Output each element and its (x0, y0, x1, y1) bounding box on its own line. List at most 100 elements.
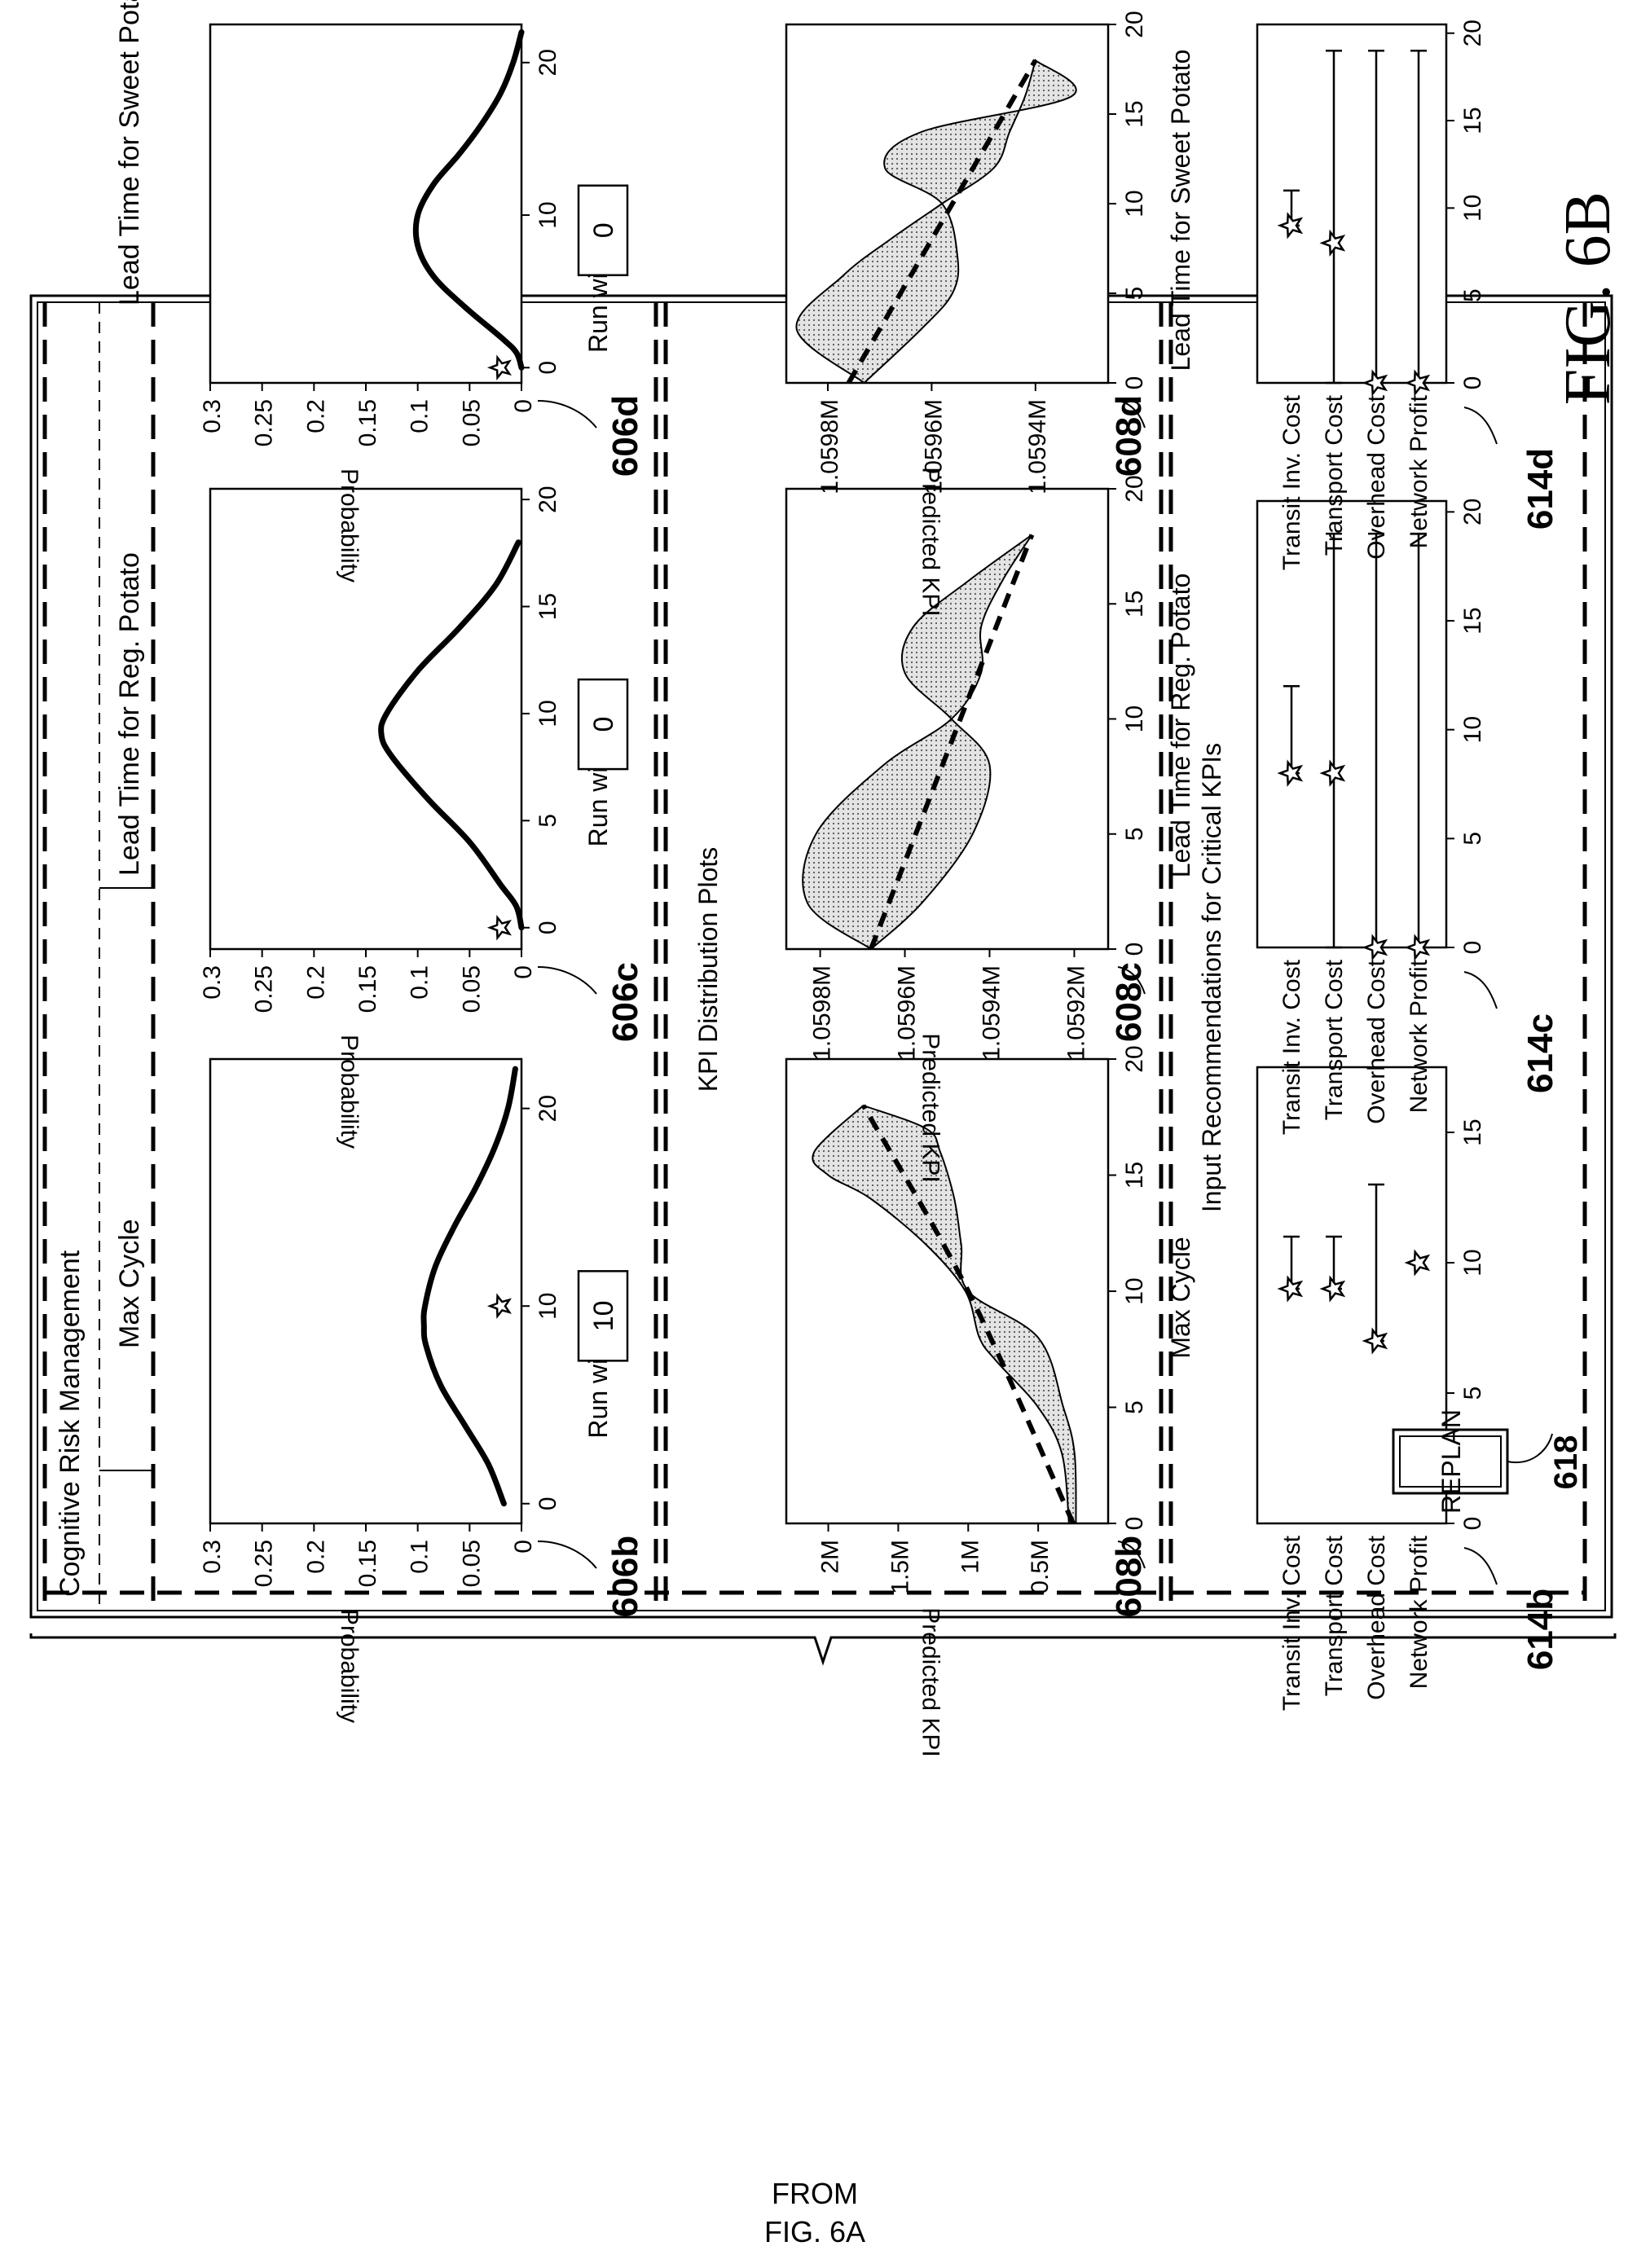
y-tick-label: 0.2 (302, 965, 329, 1000)
replan-ref-leader (1507, 1433, 1553, 1464)
x-tick-label: 0 (1121, 943, 1148, 956)
run-with-value: 0 (588, 222, 619, 238)
y-tick-label: 0.25 (251, 399, 278, 446)
kpi-row-label: Network Profit (1406, 1535, 1432, 1689)
x-tick-label: 0 (535, 921, 561, 934)
plot-frame (209, 1057, 523, 1525)
plot-frame (209, 487, 523, 951)
y-tick-label: 0.3 (199, 965, 226, 1000)
x-tick-label: 20 (535, 49, 561, 76)
x-tick-label: 0 (535, 361, 561, 375)
predicted-trend-line (846, 59, 1038, 385)
recommendation-star (1362, 1327, 1388, 1355)
y-tick-label: 0.1 (407, 399, 433, 433)
x-tick-label: 20 (1121, 1045, 1148, 1072)
y-tick-label: 0.05 (458, 399, 485, 446)
parameter-plots: 0.3 0.25 0.2 0.15 0.1 0.05 001020ProbabilityRu… (199, 23, 645, 1723)
y-axis-label: Probability (336, 1609, 363, 1723)
recommendation-star (1404, 1249, 1431, 1277)
y-tick-label: 0 (510, 1540, 537, 1554)
y-tick-label: 0.25 (251, 1540, 278, 1587)
plot-frame (1256, 23, 1448, 385)
x-tick-label: 0 (535, 1497, 561, 1510)
run-with-marker-star (486, 1293, 512, 1320)
ref-leader (1117, 966, 1146, 995)
x-tick-label: 15 (1121, 1162, 1148, 1189)
kpi-row-label: Overhead Cost (1363, 1535, 1390, 1699)
kpi-row-label: Network Profit (1406, 959, 1432, 1113)
x-tick-label: 10 (1459, 1249, 1486, 1276)
y-tick-label: 1M (957, 1540, 983, 1574)
replan-button-label: REPLAN (1437, 1409, 1466, 1514)
ref-leader (1117, 1541, 1146, 1569)
plot-frame (1256, 499, 1448, 949)
probability-curve (378, 539, 525, 931)
y-tick-label: 0 (510, 965, 537, 979)
x-tick-label: 0 (1459, 376, 1486, 390)
x-tick-label: 20 (535, 1095, 561, 1122)
recommendation-star (1277, 759, 1304, 787)
recommendation-star (1319, 1275, 1346, 1303)
tab-lead-time-reg-potato[interactable]: Lead Time for Reg. Potato (114, 552, 145, 876)
x-tick-label: 5 (535, 814, 561, 828)
kpi-distribution-plots: 2M 1.5M 1M 0.5M 0 5 10 15 20 Max Cycle Predicted K… (785, 11, 1195, 1757)
kpi-row-label: Overhead Cost (1363, 394, 1390, 559)
recommendation-plot-614b: Transit Inv. Cost Transport Cost Overhead … (1256, 1066, 1560, 1711)
ref-leader (1117, 400, 1146, 429)
x-tick-label: 10 (535, 1293, 561, 1320)
x-tick-label: 20 (1121, 11, 1148, 37)
ref-leader (1463, 1547, 1498, 1585)
figure-ref: 614d (1520, 448, 1560, 530)
figure-ref: 608c (1109, 962, 1149, 1042)
x-tick-label: 15 (1121, 100, 1148, 127)
kpi-plot-608d: 1.0598M 1.0596M 1.0594M 0 5 10 15 20 Lead Time f… (785, 11, 1195, 617)
x-tick-label: 10 (535, 700, 561, 727)
x-tick-label: 0 (1121, 376, 1148, 390)
y-tick-label: 0.1 (407, 1540, 433, 1574)
y-tick-label: 0.5M (1027, 1540, 1054, 1594)
y-tick-label: 1.0594M (1024, 399, 1051, 494)
x-tick-label: 20 (1121, 475, 1148, 502)
x-tick-label: 20 (1459, 499, 1486, 525)
x-tick-label: 10 (1121, 705, 1148, 732)
probability-plot-606d: 0.3 0.25 0.2 0.15 0.1 0.05 001020ProbabilityRu… (199, 23, 645, 582)
probability-plot-606b: 0.3 0.25 0.2 0.15 0.1 0.05 001020ProbabilityRu… (199, 1057, 645, 1723)
x-tick-label: 5 (1121, 287, 1148, 301)
connector-brace (29, 1633, 1617, 1666)
from-label: FROM (772, 2177, 858, 2210)
tab-strip (99, 887, 153, 1471)
y-tick-label: 0.2 (302, 399, 329, 433)
recommendation-star (1319, 229, 1346, 257)
tab-lead-time-sweet-potato[interactable]: Lead Time for Sweet Potato (114, 0, 145, 305)
replan-button[interactable]: REPLAN (1392, 1409, 1509, 1514)
y-tick-label: 0 (510, 399, 537, 413)
y-tick-label: 2M (817, 1540, 844, 1574)
x-tick-label: 5 (1459, 288, 1486, 302)
figure-ref: 614b (1520, 1589, 1560, 1670)
recommendation-plot-614c: Transit Inv. Cost Transport Cost Overhead … (1256, 499, 1560, 1135)
figure-label: FIG. 6B (1552, 191, 1624, 405)
x-tick-label: 0 (1121, 1517, 1148, 1531)
recommendation-star (1362, 369, 1388, 397)
ref-leader (1463, 971, 1498, 1009)
figure-ref: 606b (605, 1536, 645, 1617)
x-tick-label: 15 (1121, 591, 1148, 618)
tab-max-cycle[interactable]: Max Cycle (114, 1219, 145, 1348)
recommendation-star (1277, 212, 1304, 240)
recommendation-star (1362, 934, 1388, 961)
kpi-row-label: Transport Cost (1321, 394, 1348, 556)
x-tick-label: 5 (1459, 1387, 1486, 1400)
kpi-section-title: KPI Distribution Plots (693, 847, 723, 1092)
x-tick-label: 5 (1121, 1400, 1148, 1414)
x-tick-label: 15 (535, 593, 561, 620)
y-tick-label: 0.15 (354, 965, 381, 1013)
ref-leader (1463, 407, 1498, 445)
predicted-trend-line (860, 1104, 1076, 1525)
figure-ref: 614c (1520, 1013, 1560, 1093)
probability-plot-606c: 0.3 0.25 0.2 0.15 0.1 0.05 0 0 5 10 15 20 Probabilit… (199, 486, 645, 1149)
x-tick-label: 15 (1459, 1119, 1486, 1145)
x-tick-label: 15 (1459, 607, 1486, 634)
predicted-trend-line (869, 534, 1035, 951)
x-tick-label: 5 (1459, 832, 1486, 846)
kpi-row-label: Transport Cost (1321, 1535, 1348, 1696)
